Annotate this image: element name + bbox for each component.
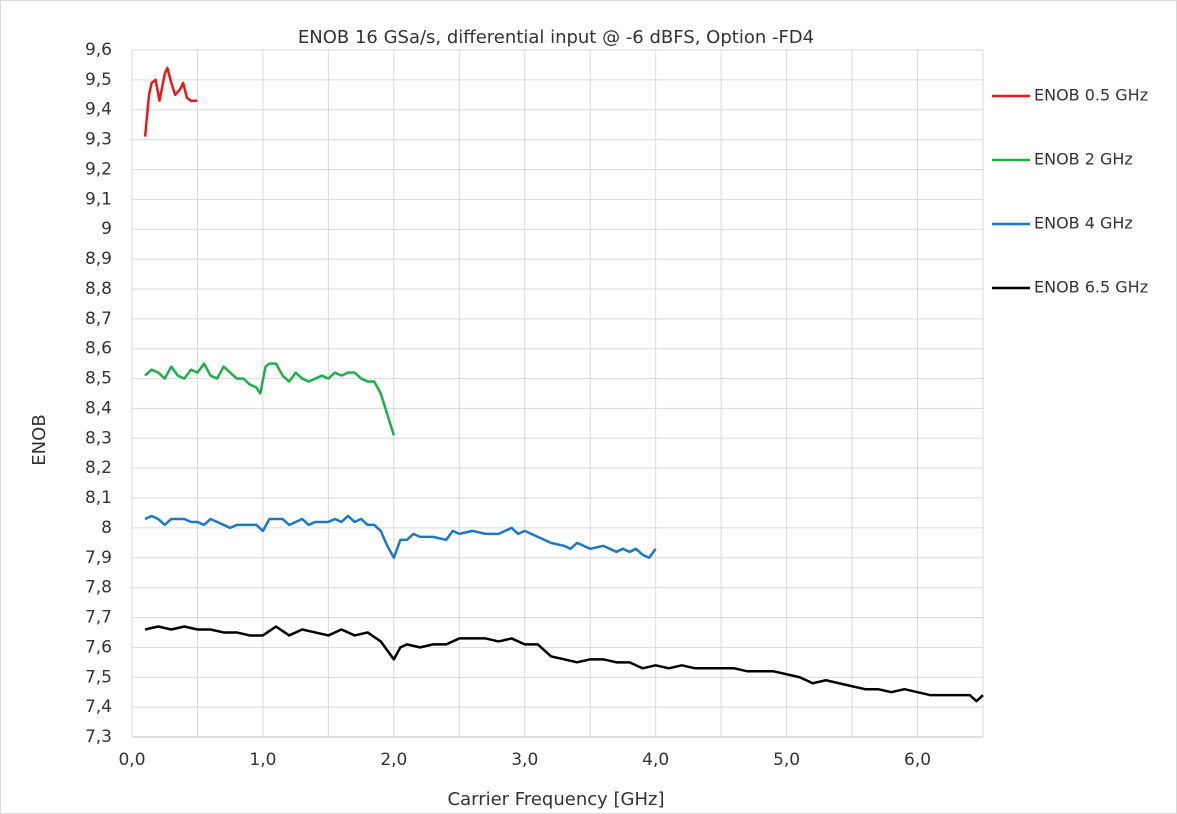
y-tick-label: 7,7 (85, 608, 112, 628)
series-line (144, 514, 657, 560)
chart-title: ENOB 16 GSa/s, differential input @ -6 d… (298, 27, 814, 48)
y-tick-label: 9,3 (85, 130, 112, 150)
y-tick-label: 8,9 (85, 249, 112, 269)
y-tick-label: 8,3 (85, 428, 112, 448)
x-tick-label: 6,0 (904, 750, 931, 770)
legend-label: ENOB 4 GHz (1034, 214, 1133, 233)
x-tick-label: 2,0 (380, 750, 407, 770)
series-line (144, 362, 396, 436)
legend-label: ENOB 2 GHz (1034, 150, 1133, 169)
y-tick-label: 9 (101, 219, 112, 239)
y-tick-label: 9,6 (85, 40, 112, 60)
y-tick-label: 7,8 (85, 578, 112, 598)
y-tick-label: 9,5 (85, 70, 112, 90)
x-tick-label: 3,0 (511, 750, 538, 770)
y-axis-title: ENOB (29, 414, 50, 465)
y-tick-label: 7,5 (85, 667, 112, 687)
x-tick-label: 0,0 (118, 750, 145, 770)
y-tick-label: 9,1 (85, 189, 112, 209)
y-tick-label: 8,8 (85, 279, 112, 299)
y-tick-label: 8 (101, 518, 112, 538)
legend-label: ENOB 0.5 GHz (1034, 86, 1148, 105)
y-tick-label: 7,3 (85, 727, 112, 747)
series-line (144, 625, 984, 703)
y-tick-label: 7,9 (85, 548, 112, 568)
y-tick-label: 8,6 (85, 339, 112, 359)
legend-label: ENOB 6.5 GHz (1034, 278, 1148, 297)
y-tick-label: 7,4 (85, 697, 112, 717)
y-tick-label: 8,5 (85, 369, 112, 389)
y-tick-label: 8,1 (85, 488, 112, 508)
y-tick-label: 8,4 (85, 398, 112, 418)
series-line (143, 66, 198, 137)
y-tick-label: 9,2 (85, 159, 112, 179)
y-tick-label: 8,2 (85, 458, 112, 478)
x-tick-label: 5,0 (773, 750, 800, 770)
x-tick-label: 1,0 (249, 750, 276, 770)
x-tick-label: 4,0 (642, 750, 669, 770)
y-tick-label: 7,6 (85, 637, 112, 657)
y-tick-label: 8,7 (85, 309, 112, 329)
y-tick-label: 9,4 (85, 100, 112, 120)
x-axis-title: Carrier Frequency [GHz] (448, 789, 665, 810)
